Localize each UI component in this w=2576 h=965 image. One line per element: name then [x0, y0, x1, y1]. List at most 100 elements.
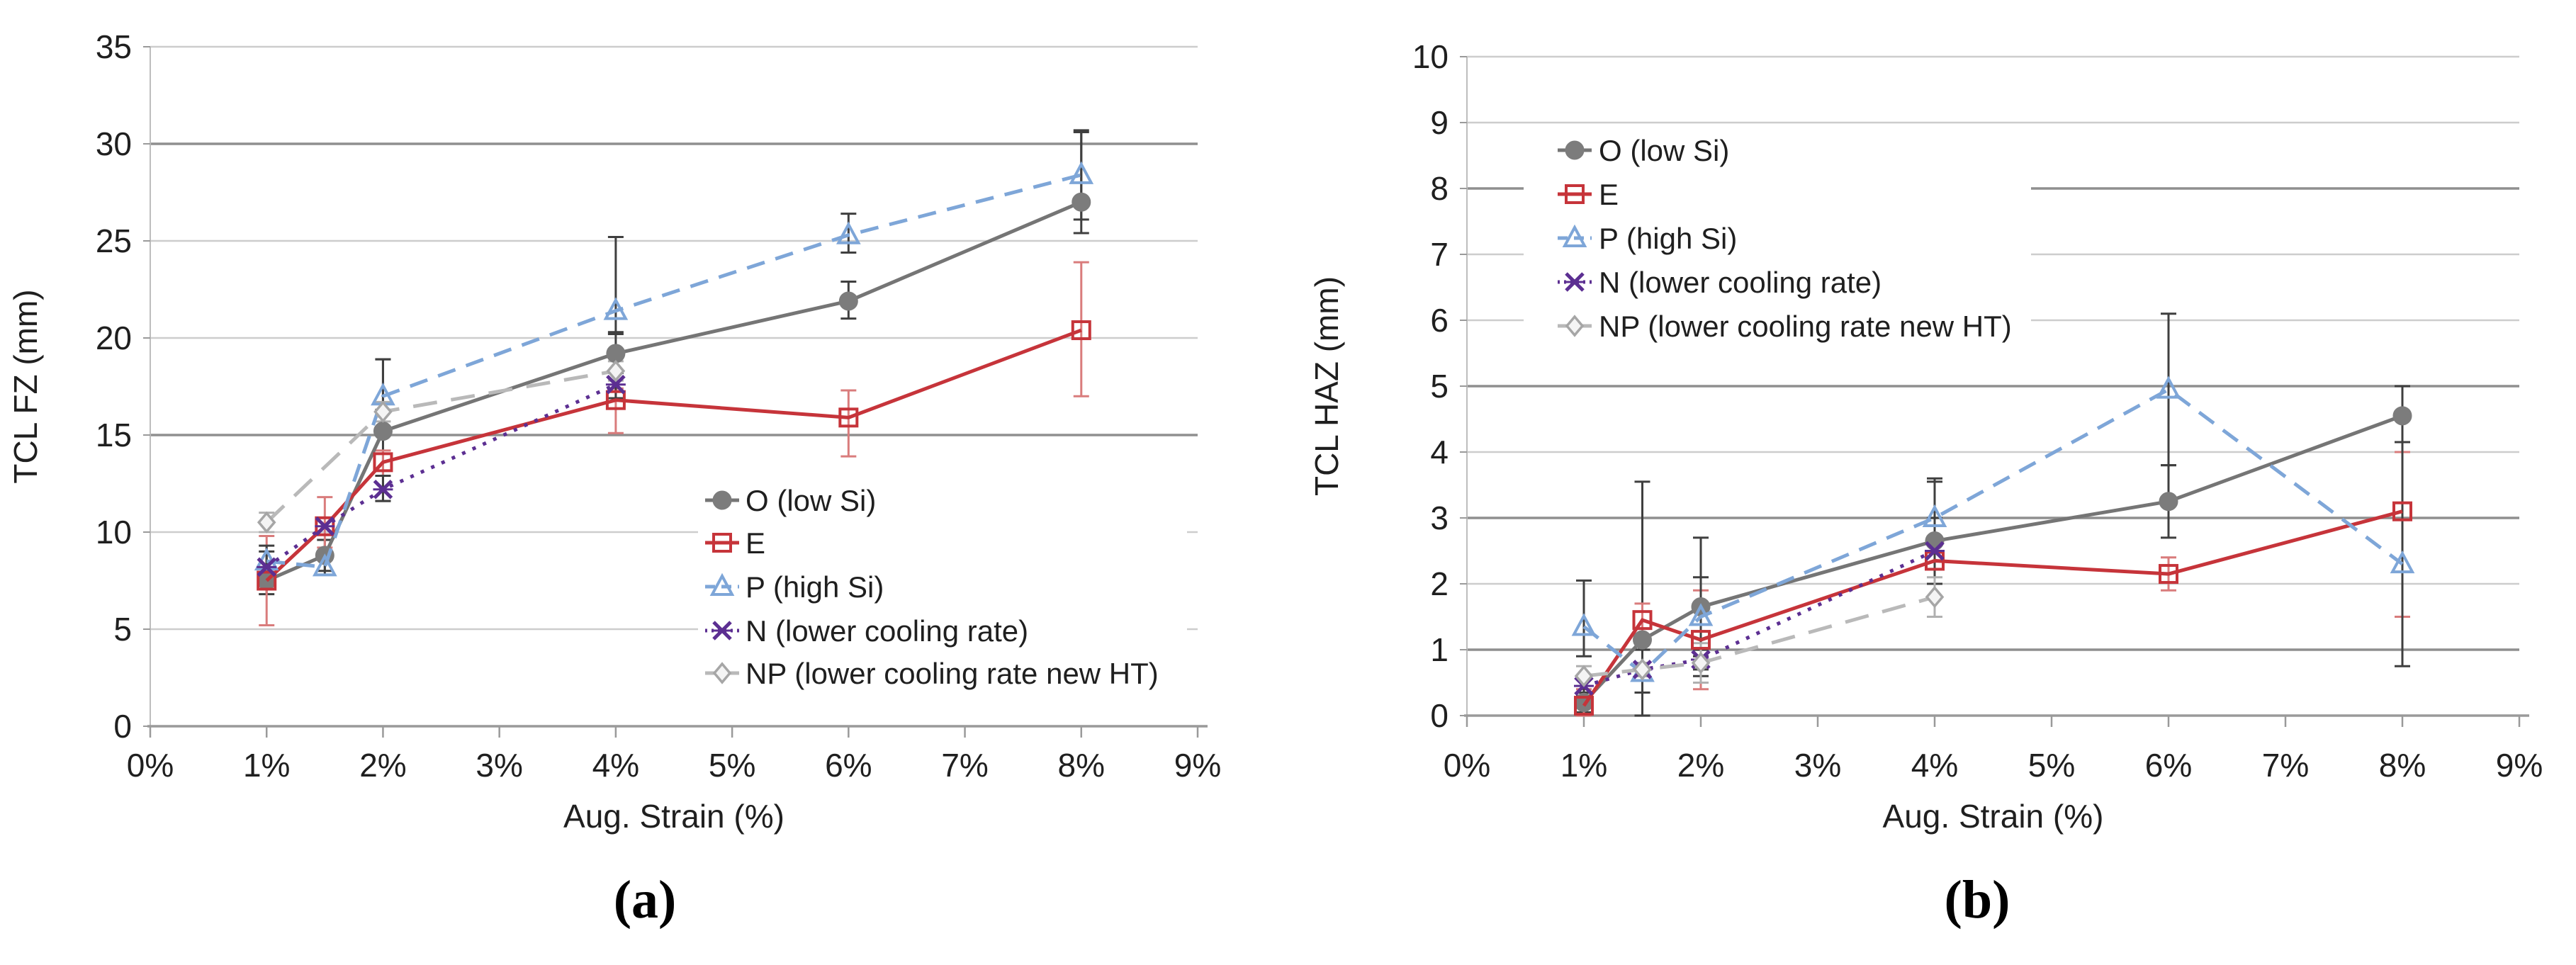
y-tick-label: 0	[113, 708, 132, 745]
marker-open-square	[605, 390, 626, 410]
legend-label: E	[1599, 178, 1619, 211]
x-tick-label: 6%	[825, 747, 872, 784]
marker-open-diamond	[1565, 315, 1585, 337]
x-tick-label: 7%	[2262, 747, 2309, 784]
x-tick-label: 3%	[476, 747, 522, 784]
marker-open-square	[1632, 610, 1653, 631]
y-tick-label: 6	[1430, 302, 1449, 339]
y-tick-label: 10	[1412, 38, 1449, 75]
marker-open-square	[1691, 630, 1711, 650]
marker-open-square	[1071, 320, 1091, 341]
y-tick-label: 25	[96, 222, 132, 259]
marker-open-square	[2159, 564, 2178, 585]
series-line	[1582, 387, 2404, 675]
x-tick-label: 3%	[1794, 747, 1841, 784]
legend-label: E	[746, 526, 765, 560]
y-tick-label: 9	[1430, 104, 1449, 141]
x-tick-label: 2%	[359, 747, 406, 784]
y-tick-label: 15	[96, 417, 132, 453]
series-np	[1574, 585, 1945, 687]
marker-filled-circle	[838, 291, 858, 311]
marker-open-diamond	[1574, 665, 1594, 687]
legend-background	[698, 476, 1187, 697]
legend-label: O (low Si)	[746, 484, 876, 517]
marker-open-diamond	[1925, 585, 1945, 609]
x-tick-label: 7%	[941, 747, 988, 784]
legend-label: N (lower cooling rate)	[746, 614, 1028, 648]
marker-filled-circle	[2392, 406, 2412, 426]
y-tick-label: 30	[96, 125, 132, 162]
series-np	[257, 359, 626, 534]
x-tick-label: 1%	[243, 747, 290, 784]
marker-open-triangle	[1571, 613, 1597, 636]
series-line	[266, 173, 1082, 570]
marker-open-square	[712, 533, 732, 553]
y-axis-title: TCL HAZ (mm)	[1308, 276, 1345, 496]
marker-filled-circle	[1072, 192, 1091, 212]
legend-label: NP (lower cooling rate new HT)	[1599, 310, 2012, 343]
marker-open-triangle	[709, 572, 735, 596]
panel-caption-a: (a)	[614, 870, 677, 930]
legend-background	[1524, 129, 2031, 350]
marker-filled-circle	[2159, 492, 2178, 512]
x-tick-label: 1%	[1560, 747, 1607, 784]
x-tick-label: 0%	[1444, 747, 1490, 784]
marker-open-triangle	[1922, 504, 1947, 527]
marker-open-square	[1574, 696, 1594, 716]
x-tick-label: 4%	[592, 747, 639, 784]
marker-open-square	[2392, 501, 2412, 521]
chart-b: O (low Si) E P (high Si) N (lower cooling r…	[1308, 38, 2543, 930]
marker-open-triangle	[1688, 603, 1714, 626]
marker-open-triangle	[836, 221, 861, 244]
marker-filled-circle	[1565, 140, 1585, 160]
panel-caption-b: (b)	[1945, 870, 2010, 930]
marker-open-diamond	[712, 662, 732, 684]
series-n	[257, 374, 626, 577]
marker-open-square	[373, 452, 393, 473]
marker-open-triangle	[603, 297, 629, 320]
x-tick-label: 2%	[1677, 747, 1724, 784]
marker-open-diamond	[257, 511, 276, 534]
marker-filled-circle	[1925, 531, 1945, 551]
legend-label: N (lower cooling rate)	[1599, 266, 1882, 299]
marker-filled-circle	[1633, 630, 1652, 650]
x-axis-title: Aug. Strain (%)	[563, 798, 784, 835]
marker-filled-circle	[373, 422, 393, 441]
y-tick-label: 4	[1430, 434, 1449, 470]
x-tick-label: 9%	[1174, 747, 1221, 784]
marker-open-diamond	[373, 400, 393, 423]
marker-open-diamond	[1691, 651, 1711, 675]
legend-label: P (high Si)	[746, 570, 884, 604]
y-axis-title: TCL FZ (mm)	[7, 289, 44, 483]
x-tick-label: 8%	[1058, 747, 1105, 784]
marker-filled-circle	[712, 490, 732, 510]
legend: O (low Si) E P (high Si) N (lower cooling r…	[1558, 134, 2012, 343]
marker-open-diamond	[1633, 658, 1652, 681]
series-e	[1574, 501, 2412, 716]
y-tick-label: 2	[1430, 565, 1449, 602]
series-line	[1582, 509, 2403, 707]
y-tick-label: 7	[1430, 236, 1449, 273]
y-tick-label: 5	[1430, 368, 1449, 405]
chart-a: O (low Si) E P (high Si) N (lower cooling r…	[7, 28, 1221, 930]
marker-open-triangle	[2156, 376, 2181, 399]
x-tick-label: 6%	[2145, 747, 2192, 784]
x-tick-label: 9%	[2496, 747, 2543, 784]
y-tick-label: 0	[1430, 697, 1449, 734]
y-tick-label: 10	[96, 514, 132, 551]
y-tick-label: 35	[96, 28, 132, 65]
marker-open-triangle	[312, 553, 337, 577]
series-line	[1582, 414, 2403, 704]
series-o	[1574, 406, 2412, 712]
x-tick-label: 0%	[127, 747, 174, 784]
marker-open-triangle	[1069, 161, 1094, 184]
marker-open-diamond	[606, 359, 626, 383]
legend-label: O (low Si)	[1599, 134, 1729, 167]
series-line	[265, 383, 617, 569]
y-tick-label: 1	[1430, 631, 1449, 668]
x-tick-label: 5%	[2028, 747, 2075, 784]
series-line	[1583, 595, 1935, 678]
marker-open-triangle	[1562, 224, 1587, 247]
